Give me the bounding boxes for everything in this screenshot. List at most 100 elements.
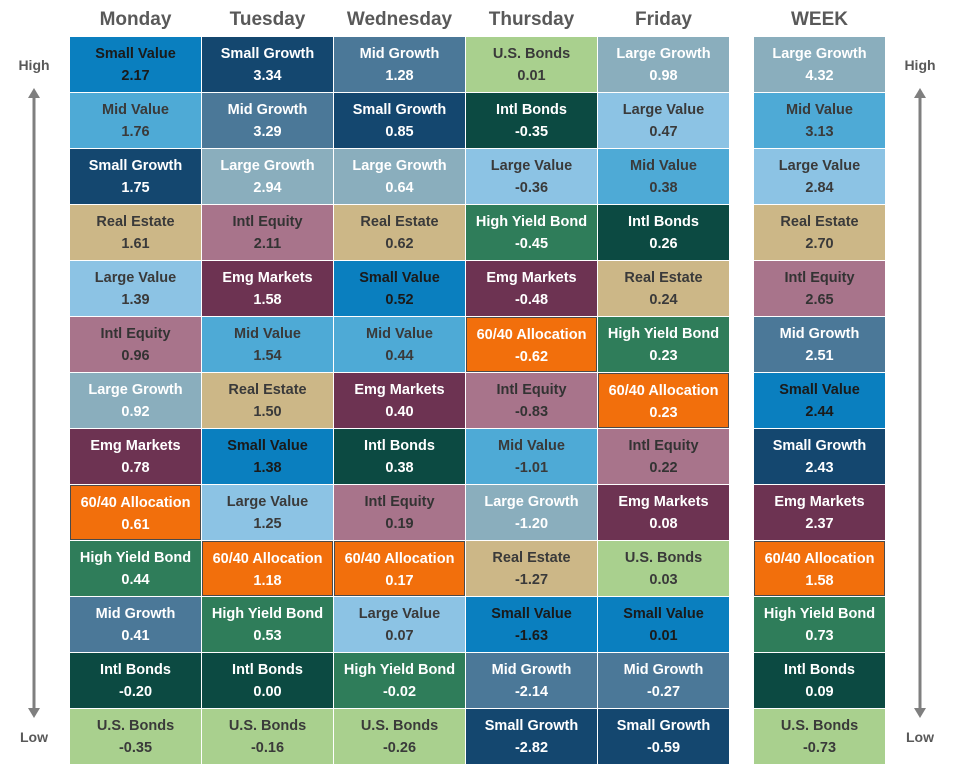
table-cell: U.S. Bonds 0.01 (466, 37, 597, 92)
table-cell: Small Growth 2.43 (754, 429, 885, 484)
asset-class-label: Mid Growth (623, 662, 704, 678)
column-header-thursday: Thursday (488, 9, 575, 30)
arrow-head-up (28, 88, 40, 98)
table-cell: 60/40 Allocation -0.62 (466, 317, 597, 372)
table-cell: Mid Value -1.01 (466, 429, 597, 484)
return-value: 1.25 (253, 516, 282, 532)
table-cell: Intl Bonds -0.20 (70, 653, 201, 708)
return-value: 1.58 (253, 292, 282, 308)
return-value: 0.61 (121, 517, 150, 533)
asset-class-label: Large Value (490, 158, 573, 174)
asset-class-label: Real Estate (624, 270, 703, 286)
table-cell: Large Growth -1.20 (466, 485, 597, 540)
table-cell: Large Growth 0.98 (598, 37, 729, 92)
high-label-right: High (904, 57, 936, 73)
return-value: -0.35 (118, 740, 153, 756)
table-cell: Intl Bonds 0.00 (202, 653, 333, 708)
return-value: 2.11 (253, 236, 282, 252)
asset-class-label: 60/40 Allocation (764, 551, 875, 567)
return-value: 2.51 (805, 348, 834, 364)
asset-class-label: Large Value (226, 494, 309, 510)
table-cell: Mid Growth 1.28 (334, 37, 465, 92)
table-cell: High Yield Bond 0.44 (70, 541, 201, 596)
asset-class-label: Intl Bonds (364, 438, 435, 454)
asset-class-label: Small Growth (484, 718, 579, 734)
table-cell: Small Growth -0.59 (598, 709, 729, 764)
asset-class-label: Emg Markets (90, 438, 181, 454)
return-value: 0.92 (121, 404, 150, 420)
table-cell: Small Growth 3.34 (202, 37, 333, 92)
asset-class-label: Mid Value (498, 438, 565, 454)
return-value: -0.59 (646, 740, 681, 756)
asset-class-label: Real Estate (492, 550, 571, 566)
asset-class-label: Intl Equity (496, 382, 567, 398)
return-value: -0.36 (514, 180, 549, 196)
return-value: 0.03 (649, 572, 678, 588)
table-cell: U.S. Bonds -0.26 (334, 709, 465, 764)
return-value: 2.84 (805, 180, 834, 196)
table-cell: Intl Bonds 0.09 (754, 653, 885, 708)
asset-class-label: Small Growth (88, 158, 183, 174)
table-cell: Real Estate 0.62 (334, 205, 465, 260)
column-header-friday: Friday (634, 9, 693, 30)
table-cell: Mid Value 1.76 (70, 93, 201, 148)
return-value: 2.70 (805, 236, 834, 252)
return-value: -0.02 (382, 684, 417, 700)
asset-class-label: Intl Bonds (496, 102, 567, 118)
table-cell: 60/40 Allocation 0.61 (70, 485, 201, 540)
asset-class-label: Small Value (623, 606, 704, 622)
asset-class-label: High Yield Bond (211, 606, 324, 622)
arrow-head-down (914, 708, 926, 718)
return-value: 0.38 (385, 460, 414, 476)
asset-class-label: Intl Bonds (100, 662, 171, 678)
asset-class-label: Mid Value (366, 326, 433, 342)
asset-class-label: Large Growth (352, 158, 447, 174)
asset-class-label: High Yield Bond (343, 662, 456, 678)
table-cell: High Yield Bond 0.23 (598, 317, 729, 372)
asset-class-label: 60/40 Allocation (476, 327, 587, 343)
asset-class-label: Mid Growth (227, 102, 308, 118)
asset-class-label: Mid Value (234, 326, 301, 342)
low-label-left: Low (20, 729, 48, 745)
return-value: 2.37 (805, 516, 834, 532)
asset-class-label: Intl Bonds (628, 214, 699, 230)
table-cell: Real Estate 2.70 (754, 205, 885, 260)
asset-class-label: Intl Bonds (232, 662, 303, 678)
return-value: -0.27 (646, 684, 681, 700)
asset-class-label: Mid Growth (95, 606, 176, 622)
return-value: -0.20 (118, 684, 153, 700)
return-value: -0.62 (514, 349, 549, 365)
asset-class-label: Emg Markets (618, 494, 709, 510)
asset-class-label: Real Estate (360, 214, 439, 230)
table-cell: Emg Markets 0.78 (70, 429, 201, 484)
asset-class-label: Large Value (778, 158, 861, 174)
table-cell: U.S. Bonds -0.16 (202, 709, 333, 764)
table-cell: Emg Markets 0.08 (598, 485, 729, 540)
return-value: -0.45 (514, 236, 549, 252)
arrow-head-down (28, 708, 40, 718)
asset-class-label: Small Growth (772, 438, 867, 454)
table-cell: Small Growth 1.75 (70, 149, 201, 204)
return-value: 0.22 (649, 460, 678, 476)
return-value: 1.50 (253, 404, 282, 420)
asset-class-label: Emg Markets (486, 270, 577, 286)
return-value: 0.85 (385, 124, 414, 140)
table-cell: Emg Markets 2.37 (754, 485, 885, 540)
column-header-monday: Monday (99, 9, 172, 30)
asset-class-label: Intl Equity (784, 270, 855, 286)
table-cell: Small Growth 0.85 (334, 93, 465, 148)
table-cell: Large Value 1.25 (202, 485, 333, 540)
asset-class-label: Small Value (95, 46, 176, 62)
return-value: 0.53 (253, 628, 282, 644)
table-cell: Mid Growth 2.51 (754, 317, 885, 372)
table-cell: Intl Equity 0.22 (598, 429, 729, 484)
table-cell: Mid Value 0.44 (334, 317, 465, 372)
table-cell: Large Growth 0.64 (334, 149, 465, 204)
return-value: 0.09 (805, 684, 834, 700)
return-value: 0.00 (253, 684, 282, 700)
asset-class-label: Intl Equity (364, 494, 435, 510)
return-value: -1.01 (514, 460, 549, 476)
table-cell: U.S. Bonds -0.73 (754, 709, 885, 764)
asset-class-label: Emg Markets (774, 494, 865, 510)
table-cell: Large Value -0.36 (466, 149, 597, 204)
